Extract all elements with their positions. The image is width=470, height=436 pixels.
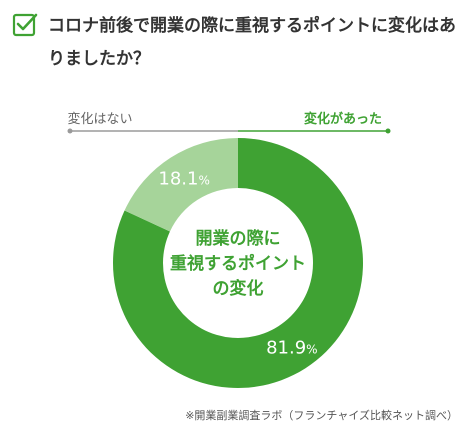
callout-dot-2: [67, 128, 73, 134]
source-note: ※開業副業調査ラボ（フランチャイズ比較ネット調べ）: [185, 409, 458, 422]
slice-value-label-2: 18.1%: [158, 169, 209, 190]
slice-value-unit-2: %: [198, 174, 209, 188]
slice-value-unit-1: %: [306, 342, 317, 356]
callout-dot-1: [385, 128, 391, 134]
center-label-line-1: 開業の際に: [196, 228, 281, 249]
donut-slice-1: [113, 138, 364, 388]
center-label-line-3: の変化: [213, 278, 264, 299]
checkbox-check-icon: [12, 13, 38, 37]
question-title: コロナ前後で開業の際に重視するポイントに変化はありましたか？: [48, 16, 456, 69]
slice-category-label-2: 変化はない: [67, 111, 132, 127]
slice-value-label-1: 81.9%: [266, 337, 317, 358]
center-label-line-2: 重視するポイント: [170, 253, 306, 274]
slice-category-label-1: 変化があった: [304, 111, 382, 127]
donut-slice-2: [124, 138, 238, 232]
